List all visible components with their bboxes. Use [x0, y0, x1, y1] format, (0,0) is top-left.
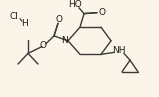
Text: O: O [55, 15, 62, 24]
Text: NH: NH [112, 46, 126, 55]
Text: H: H [21, 19, 27, 28]
Text: N: N [61, 36, 67, 45]
Text: O: O [39, 41, 46, 50]
Text: O: O [98, 8, 106, 17]
Text: HO: HO [68, 0, 82, 9]
Text: Cl: Cl [10, 12, 18, 21]
